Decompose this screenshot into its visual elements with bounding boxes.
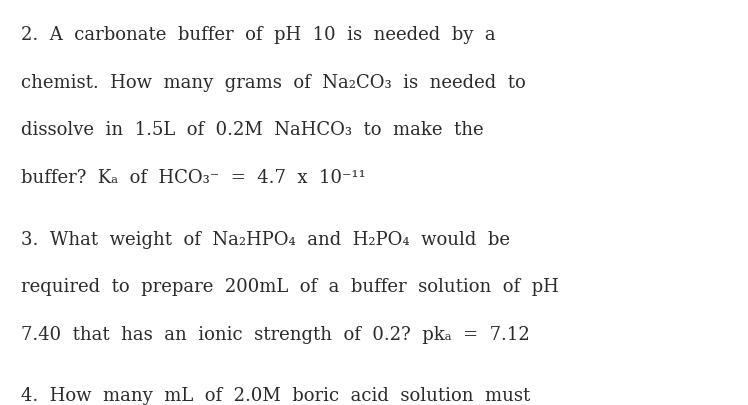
Text: 4.  How  many  mL  of  2.0M  boric  acid  solution  must: 4. How many mL of 2.0M boric acid soluti… [21, 386, 530, 404]
Text: required  to  prepare  200mL  of  a  buffer  solution  of  pH: required to prepare 200mL of a buffer so… [21, 277, 559, 295]
Text: 2.  A  carbonate  buffer  of  pH  10  is  needed  by  a: 2. A carbonate buffer of pH 10 is needed… [21, 26, 496, 44]
Text: 3.  What  weight  of  Na₂HPO₄  and  H₂PO₄  would  be: 3. What weight of Na₂HPO₄ and H₂PO₄ woul… [21, 230, 510, 248]
Text: chemist.  How  many  grams  of  Na₂CO₃  is  needed  to: chemist. How many grams of Na₂CO₃ is nee… [21, 74, 526, 92]
Text: dissolve  in  1.5L  of  0.2M  NaHCO₃  to  make  the: dissolve in 1.5L of 0.2M NaHCO₃ to make … [21, 121, 483, 139]
Text: 7.40  that  has  an  ionic  strength  of  0.2?  pkₐ  =  7.12: 7.40 that has an ionic strength of 0.2? … [21, 325, 530, 343]
Text: buffer?  Kₐ  of  HCO₃⁻  =  4.7  x  10⁻¹¹: buffer? Kₐ of HCO₃⁻ = 4.7 x 10⁻¹¹ [21, 168, 366, 186]
